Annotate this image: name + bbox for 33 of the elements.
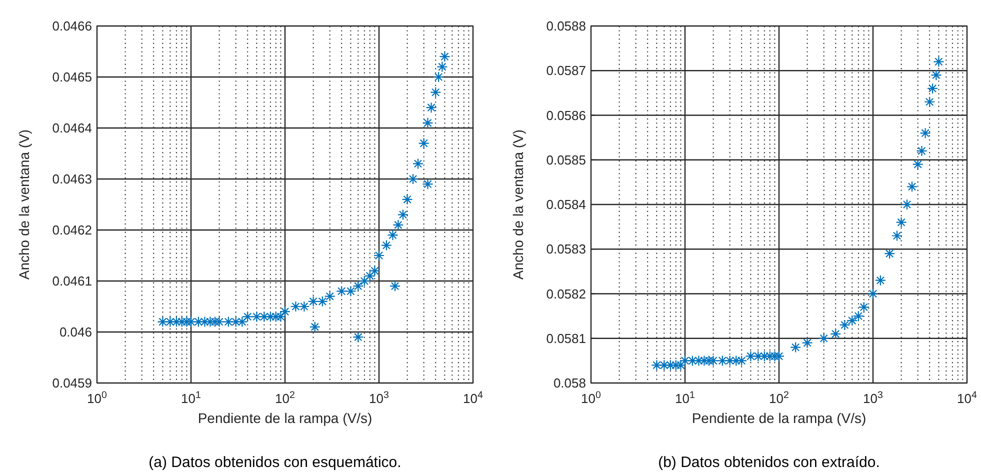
y-tick-label: 0.0585 <box>546 152 586 168</box>
x-tick-label: 10$^{0}$ <box>87 390 108 406</box>
x-tick-label: 10$^{4}$ <box>463 390 484 406</box>
y-tick-label: 0.0466 <box>52 18 92 34</box>
x-axis-title: Pendiente de la rampa (V/s) <box>692 410 866 426</box>
x-tick-label: 10$^{0}$ <box>581 390 602 406</box>
y-axis-title: Ancho de la ventana (V) <box>510 129 526 280</box>
y-tick-label: 0.0582 <box>546 286 586 302</box>
text: (a) Datos obtenidos con esquemático. <box>148 454 402 471</box>
x-tick-label: 10$^{1}$ <box>181 390 201 406</box>
y-tick-label: 0.0586 <box>546 108 586 123</box>
x-tick-label: 10$^{3}$ <box>369 390 389 406</box>
y-axis-title: Ancho de la ventana (V) <box>16 129 32 280</box>
x-tick-label: 10$^{4}$ <box>957 390 978 406</box>
y-tick-label: 0.0464 <box>52 120 92 136</box>
y-tick-label: 0.0463 <box>52 172 92 186</box>
y-tick-label: 0.058 <box>553 376 586 390</box>
y-tick-label: 0.0581 <box>546 330 586 346</box>
y-tick-label: 0.0465 <box>52 70 92 84</box>
y-tick-label: 0.046 <box>59 324 92 340</box>
y-tick-label: 0.0461 <box>52 274 92 288</box>
y-tick-label: 0.0583 <box>546 242 586 257</box>
y-tick-label: 0.0584 <box>546 197 586 212</box>
y-tick-label: 0.0587 <box>546 63 586 78</box>
x-tick-label: 10$^{3}$ <box>863 390 883 406</box>
x-tick-label: 10$^{2}$ <box>275 390 295 406</box>
y-tick-label: 0.0462 <box>52 222 92 238</box>
text: (b) Datos obtenidos con extraído. <box>658 454 880 471</box>
y-tick-label: 0.0588 <box>546 18 586 34</box>
x-tick-label: 10$^{2}$ <box>769 390 789 406</box>
x-tick-label: 10$^{1}$ <box>675 390 695 406</box>
x-axis-title: Pendiente de la rampa (V/s) <box>198 410 372 426</box>
y-tick-label: 0.0459 <box>52 376 92 390</box>
